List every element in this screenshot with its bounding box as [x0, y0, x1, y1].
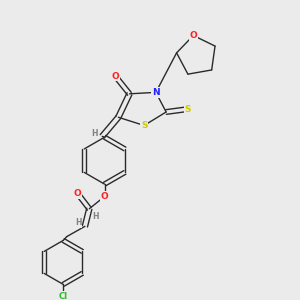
Text: H: H: [92, 212, 99, 220]
Text: H: H: [92, 129, 98, 138]
Text: S: S: [185, 105, 191, 114]
Text: N: N: [152, 88, 160, 97]
Text: O: O: [190, 31, 197, 40]
Text: O: O: [112, 72, 119, 81]
Text: O: O: [101, 192, 108, 201]
Text: O: O: [74, 189, 82, 198]
Text: S: S: [141, 121, 147, 130]
Text: H: H: [75, 218, 82, 227]
Text: Cl: Cl: [59, 292, 68, 300]
